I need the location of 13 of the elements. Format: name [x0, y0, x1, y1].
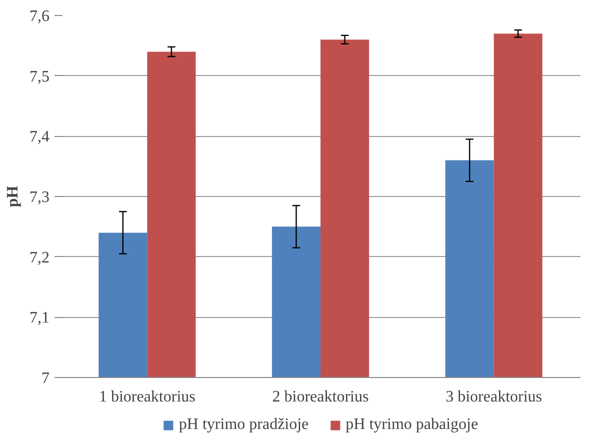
y-tick-label: 7,2 — [30, 249, 50, 266]
y-tick-label: 7,1 — [30, 310, 50, 327]
y-tick-label: 7,5 — [30, 68, 50, 86]
x-tick-label: 3 bioreaktorius — [446, 388, 542, 406]
y-tick-label: 7 — [42, 370, 50, 387]
y-tick-label: 7,4 — [30, 128, 50, 146]
x-tick-label: 2 bioreaktorius — [272, 388, 369, 406]
legend-label: pH tyrimo pabaigoje — [346, 416, 478, 434]
legend-label: pH tyrimo pradžioje — [178, 416, 309, 434]
y-tick-label: 7,3 — [30, 189, 50, 206]
x-tick-label: 1 bioreaktorius — [98, 388, 196, 406]
y-tick-label: 7,6 — [30, 8, 50, 25]
y-axis-title: pH — [4, 185, 22, 208]
